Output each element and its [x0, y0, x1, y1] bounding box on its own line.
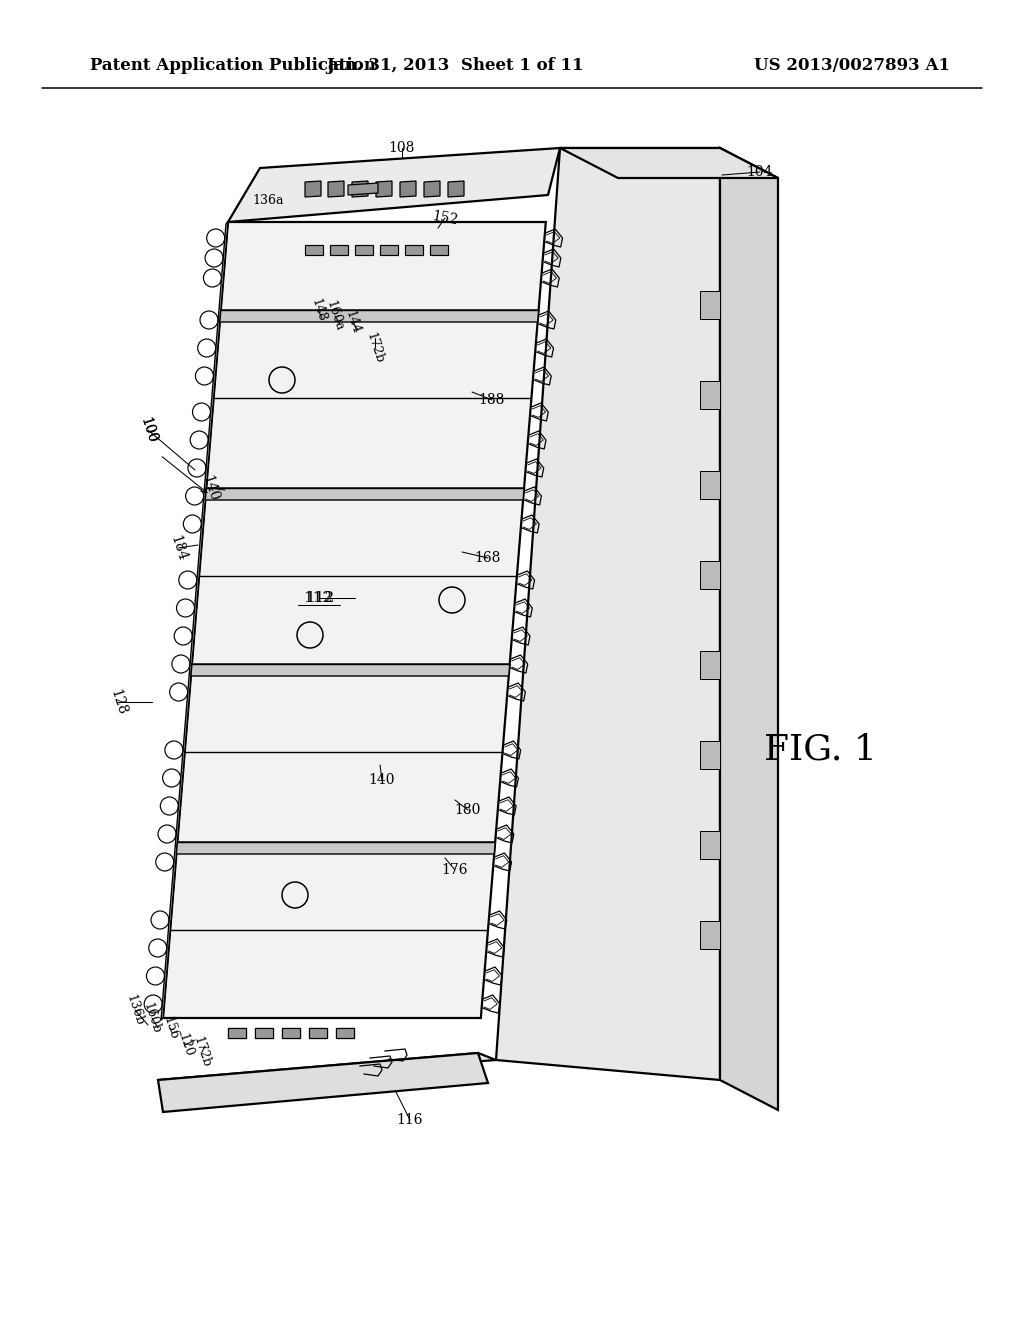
- Polygon shape: [228, 148, 560, 222]
- Text: 172b: 172b: [364, 331, 386, 366]
- Text: US 2013/0027893 A1: US 2013/0027893 A1: [754, 57, 950, 74]
- Polygon shape: [255, 1028, 273, 1038]
- Polygon shape: [163, 222, 546, 1018]
- Polygon shape: [700, 921, 720, 949]
- Polygon shape: [228, 1028, 246, 1038]
- Polygon shape: [220, 310, 539, 322]
- Text: 140: 140: [369, 774, 395, 787]
- Polygon shape: [255, 1028, 273, 1038]
- Text: Jan. 31, 2013  Sheet 1 of 11: Jan. 31, 2013 Sheet 1 of 11: [327, 57, 584, 74]
- Polygon shape: [700, 561, 720, 589]
- Polygon shape: [158, 1053, 496, 1080]
- Polygon shape: [309, 1028, 327, 1038]
- Text: 160a: 160a: [324, 300, 346, 333]
- Text: 152: 152: [431, 209, 459, 227]
- Polygon shape: [496, 148, 720, 1080]
- Polygon shape: [700, 741, 720, 770]
- Text: 148: 148: [308, 297, 328, 323]
- Polygon shape: [228, 1028, 246, 1038]
- Polygon shape: [700, 381, 720, 409]
- Text: 160b: 160b: [141, 1001, 163, 1035]
- Text: 188: 188: [479, 393, 505, 407]
- Polygon shape: [700, 290, 720, 319]
- Polygon shape: [720, 148, 778, 1110]
- Polygon shape: [328, 181, 344, 197]
- Polygon shape: [309, 1028, 327, 1038]
- Polygon shape: [190, 664, 510, 676]
- Polygon shape: [380, 246, 398, 255]
- Text: 116: 116: [396, 1113, 423, 1127]
- Polygon shape: [176, 842, 496, 854]
- Polygon shape: [158, 1053, 488, 1111]
- Text: 120: 120: [175, 1032, 195, 1059]
- Text: 100: 100: [137, 416, 159, 445]
- Text: 100: 100: [137, 416, 159, 445]
- Polygon shape: [400, 181, 416, 197]
- Polygon shape: [336, 1028, 354, 1038]
- Polygon shape: [336, 1028, 354, 1038]
- Polygon shape: [449, 181, 464, 197]
- Text: 168: 168: [475, 550, 501, 565]
- Text: FIG. 1: FIG. 1: [764, 733, 877, 767]
- Text: 136a: 136a: [252, 194, 284, 206]
- Text: 108: 108: [389, 141, 415, 154]
- Text: 176: 176: [441, 863, 468, 876]
- Text: 144: 144: [342, 309, 361, 335]
- Polygon shape: [305, 246, 323, 255]
- Polygon shape: [330, 246, 348, 255]
- Polygon shape: [430, 246, 449, 255]
- Polygon shape: [424, 181, 440, 197]
- Text: 172b: 172b: [190, 1035, 213, 1069]
- Polygon shape: [305, 181, 321, 197]
- Text: Patent Application Publication: Patent Application Publication: [90, 57, 376, 74]
- Polygon shape: [355, 246, 373, 255]
- Text: 112: 112: [303, 591, 333, 605]
- Polygon shape: [700, 832, 720, 859]
- Text: 156: 156: [160, 1015, 180, 1041]
- Text: 128: 128: [108, 688, 129, 717]
- Polygon shape: [376, 181, 392, 197]
- Polygon shape: [406, 246, 423, 255]
- Polygon shape: [282, 1028, 300, 1038]
- Polygon shape: [161, 222, 228, 1020]
- Text: 180: 180: [455, 803, 481, 817]
- Text: 140: 140: [200, 474, 221, 503]
- Text: 104: 104: [746, 165, 773, 180]
- Polygon shape: [700, 651, 720, 678]
- Polygon shape: [282, 1028, 300, 1038]
- Text: 136b: 136b: [124, 993, 146, 1027]
- Text: 112: 112: [305, 591, 335, 605]
- Polygon shape: [352, 181, 368, 197]
- Polygon shape: [205, 488, 524, 500]
- Polygon shape: [560, 148, 778, 178]
- Polygon shape: [700, 471, 720, 499]
- Text: 184: 184: [167, 533, 188, 562]
- Polygon shape: [348, 183, 378, 195]
